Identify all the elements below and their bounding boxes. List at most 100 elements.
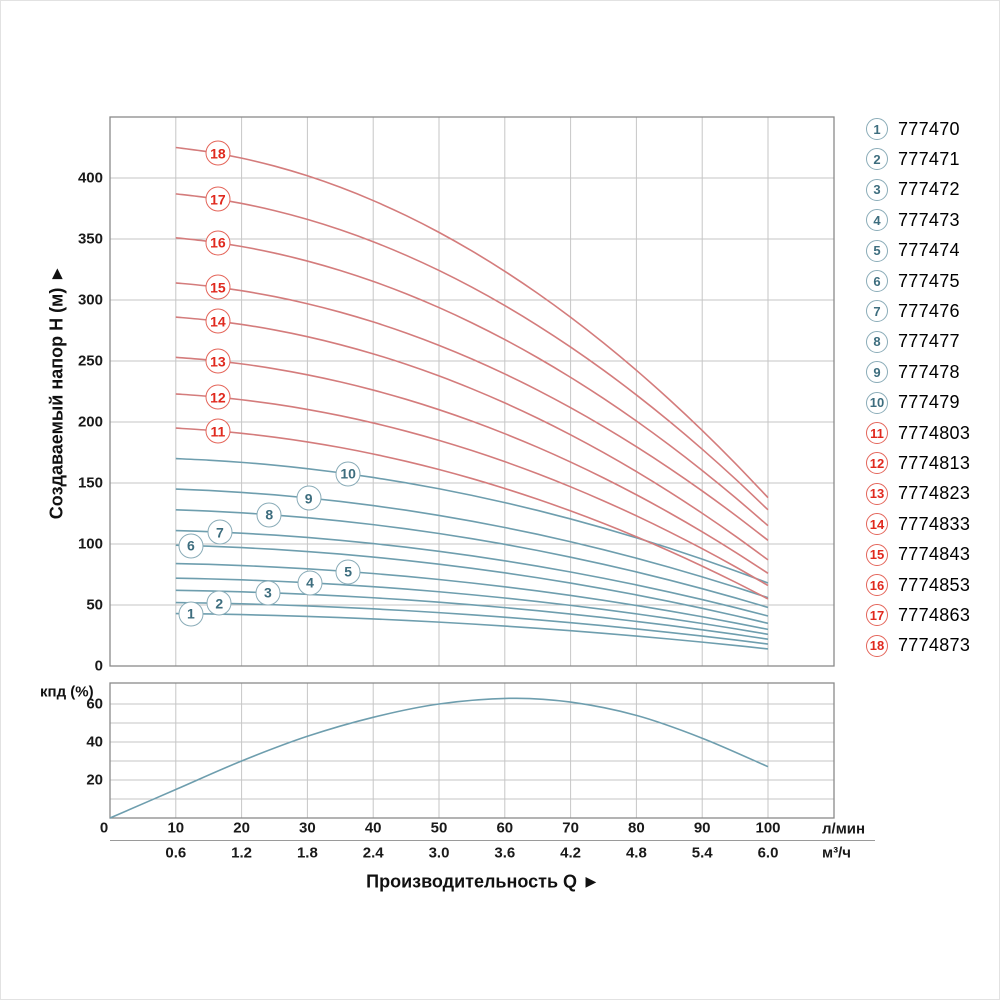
eff-y-tick-60: 60 bbox=[86, 695, 103, 713]
legend-number-badge-8: 8 bbox=[866, 330, 888, 353]
curve-label-12: 12 bbox=[205, 384, 231, 410]
legend-number-badge-2: 2 bbox=[866, 148, 888, 171]
legend-item-9: 9 777478 bbox=[866, 361, 960, 384]
head-y-tick-300: 300 bbox=[77, 291, 103, 309]
efficiency-curve bbox=[109, 697, 769, 819]
x-tick-m3h-1.8: 1.8 bbox=[296, 844, 318, 862]
legend-number-badge-10: 10 bbox=[866, 391, 888, 414]
eff-y-tick-40: 40 bbox=[86, 733, 103, 751]
curve-label-7: 7 bbox=[207, 519, 233, 545]
x-tick-lmin-50: 50 bbox=[430, 819, 448, 837]
legend-model-code-6: 777475 bbox=[898, 270, 960, 291]
flow-axis-title: Производительность Q ► bbox=[366, 871, 600, 892]
x-tick-lmin-30: 30 bbox=[299, 819, 316, 837]
legend-number-badge-18: 18 bbox=[866, 634, 888, 657]
legend-number-badge-7: 7 bbox=[866, 300, 888, 323]
curve-label-14: 14 bbox=[205, 308, 231, 334]
curve-label-1: 1 bbox=[178, 601, 204, 627]
curve-label-2: 2 bbox=[206, 590, 232, 616]
pump-curve-11 bbox=[175, 427, 769, 600]
x-tick-m3h-5.4: 5.4 bbox=[691, 844, 713, 862]
legend-model-code-2: 777471 bbox=[898, 148, 960, 169]
legend-item-14: 14 7774833 bbox=[866, 513, 970, 536]
pump-curve-15 bbox=[175, 282, 769, 541]
curve-label-9: 9 bbox=[296, 485, 322, 511]
legend-number-badge-9: 9 bbox=[866, 361, 888, 384]
legend-item-8: 8 777477 bbox=[866, 330, 960, 353]
x-tick-m3h-0.6: 0.6 bbox=[165, 844, 187, 862]
x-tick-m3h-2.4: 2.4 bbox=[362, 844, 384, 862]
legend-item-17: 17 7774863 bbox=[866, 604, 970, 627]
curve-label-15: 15 bbox=[205, 274, 231, 300]
curve-label-5: 5 bbox=[335, 559, 361, 585]
curve-label-8: 8 bbox=[256, 502, 282, 528]
head-y-tick-150: 150 bbox=[77, 474, 103, 492]
x-unit-lmin: л/мин bbox=[822, 820, 866, 838]
legend-number-badge-12: 12 bbox=[866, 452, 888, 475]
legend-item-2: 2 777471 bbox=[866, 148, 960, 171]
legend-number-badge-4: 4 bbox=[866, 209, 888, 232]
pump-curve-9 bbox=[175, 488, 769, 599]
pump-curve-17 bbox=[175, 193, 769, 511]
legend-model-code-16: 7774853 bbox=[898, 574, 971, 595]
efficiency-axis-label: кпд (%) bbox=[40, 683, 94, 701]
legend-number-badge-16: 16 bbox=[866, 574, 888, 596]
x-tick-lmin-60: 60 bbox=[496, 819, 514, 837]
curve-label-3: 3 bbox=[255, 580, 281, 606]
legend-model-code-1: 777470 bbox=[898, 118, 960, 139]
curve-label-16: 16 bbox=[205, 230, 231, 256]
legend-model-code-7: 777476 bbox=[898, 300, 960, 321]
x-tick-m3h-1.2: 1.2 bbox=[231, 844, 253, 862]
curve-label-18: 18 bbox=[205, 140, 231, 166]
pump-curve-12 bbox=[175, 393, 769, 587]
legend-number-badge-17: 17 bbox=[866, 604, 888, 627]
x-tick-m3h-6.0: 6.0 bbox=[757, 844, 779, 862]
pump-curve-5 bbox=[175, 562, 769, 631]
legend-model-code-18: 7774873 bbox=[898, 635, 971, 656]
pump-curves bbox=[175, 146, 769, 650]
x-tick-lmin-20: 20 bbox=[233, 819, 250, 837]
legend-number-badge-6: 6 bbox=[866, 270, 888, 292]
legend-model-code-12: 7774813 bbox=[898, 452, 971, 473]
pump-curve-2 bbox=[175, 601, 769, 645]
pump-curve-13 bbox=[175, 356, 769, 574]
legend-item-7: 7 777476 bbox=[866, 300, 960, 323]
pump-curve-16 bbox=[175, 236, 769, 527]
x-tick-lmin-0: 0 bbox=[99, 819, 109, 837]
x-tick-lmin-70: 70 bbox=[562, 819, 579, 837]
curve-label-6: 6 bbox=[178, 533, 204, 559]
x-tick-lmin-80: 80 bbox=[628, 819, 645, 837]
head-y-tick-250: 250 bbox=[77, 352, 103, 370]
legend-item-18: 18 7774873 bbox=[866, 634, 971, 657]
legend-item-11: 11 7774803 bbox=[866, 422, 970, 444]
legend-number-badge-14: 14 bbox=[866, 513, 888, 536]
head-y-tick-100: 100 bbox=[77, 535, 103, 553]
legend-number-badge-5: 5 bbox=[866, 239, 888, 262]
legend-number-badge-13: 13 bbox=[866, 482, 888, 505]
legend-number-badge-11: 11 bbox=[866, 422, 888, 444]
curve-label-10: 10 bbox=[335, 461, 361, 487]
x-tick-lmin-90: 90 bbox=[693, 819, 711, 837]
x-tick-lmin-100: 100 bbox=[755, 819, 781, 837]
curve-label-13: 13 bbox=[205, 348, 231, 374]
x-tick-m3h-3.6: 3.6 bbox=[494, 844, 516, 862]
legend-item-5: 5 777474 bbox=[866, 239, 960, 262]
pump-curve-18 bbox=[175, 146, 769, 499]
x-unit-m3h: м³/ч bbox=[822, 844, 851, 862]
head-y-tick-0: 0 bbox=[94, 657, 103, 675]
eff-y-tick-20: 20 bbox=[86, 771, 103, 789]
legend-model-code-15: 7774843 bbox=[898, 544, 971, 565]
legend-item-6: 6 777475 bbox=[866, 270, 960, 292]
x-axis-units-divider bbox=[110, 840, 875, 841]
legend-model-code-13: 7774823 bbox=[898, 483, 971, 504]
legend-number-badge-15: 15 bbox=[866, 543, 888, 566]
legend-model-code-10: 777479 bbox=[898, 392, 960, 413]
head-y-tick-400: 400 bbox=[77, 169, 103, 187]
legend-item-10: 10 777479 bbox=[866, 391, 960, 414]
legend-model-code-4: 777473 bbox=[898, 209, 960, 230]
legend-model-code-3: 777472 bbox=[898, 179, 960, 200]
legend-number-badge-1: 1 bbox=[866, 118, 888, 140]
legend-item-15: 15 7774843 bbox=[866, 543, 971, 566]
legend-model-code-8: 777477 bbox=[898, 331, 960, 352]
